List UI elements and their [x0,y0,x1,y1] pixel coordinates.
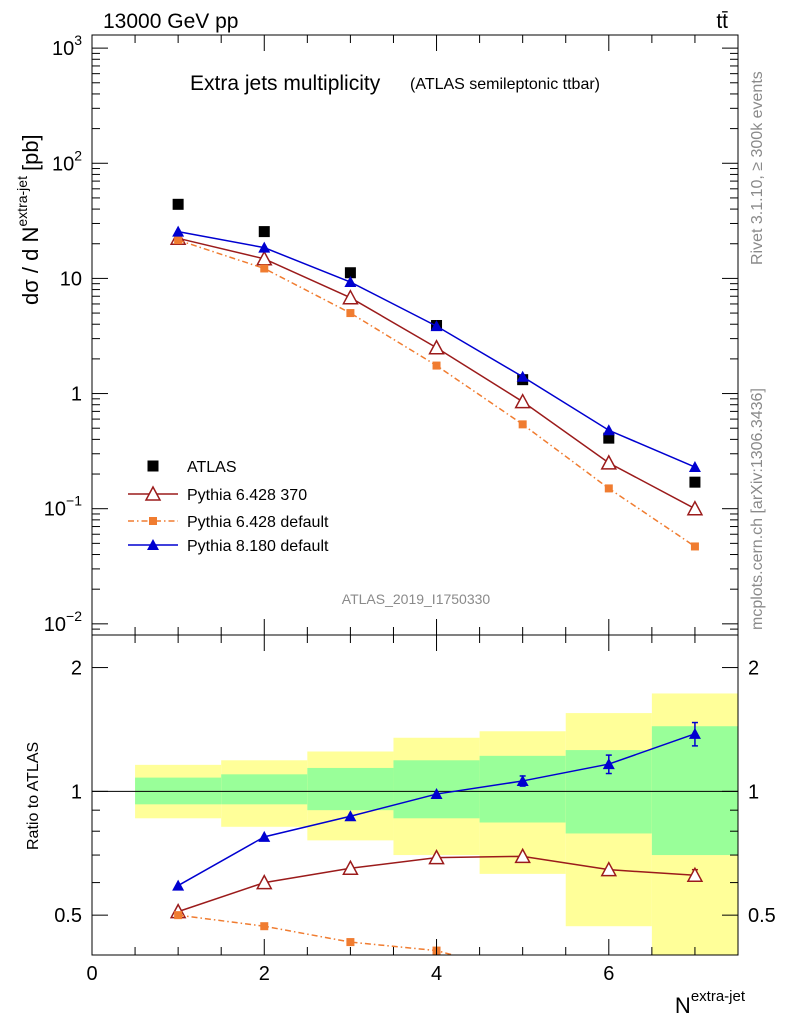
ratio-y-tick-label: 2 [71,658,82,680]
ratio-point [428,849,445,865]
series-1 [169,229,704,516]
ratio-point [342,859,359,876]
ratio-series-2 [172,721,701,891]
y-tick-label: 10−1 [44,493,82,521]
legend-marker [144,485,162,501]
xlabel-main: N [675,993,691,1018]
ratio-y-tick-label-right: 1 [748,781,759,803]
series-3 [172,225,701,473]
ratio-point [346,938,355,947]
y-tick-label: 10 [60,268,82,290]
ratio-y-tick-label-right: 0.5 [748,905,776,927]
data-point [690,542,699,551]
ratio-point [256,874,273,890]
x-tick-label: 0 [86,963,97,985]
ratio-y-axis-label: Ratio to ATLAS [25,742,42,850]
ratio-point [686,866,704,883]
ratio-point [514,847,531,864]
bottom-panel: 0.5 0.5 1 1 2 2 0 2 4 6 Ratio to ATLAS Nextra-jet [25,634,776,1018]
ratio-y-tick-label: 1 [71,781,82,803]
series-line [177,237,696,510]
data-point [689,476,701,488]
data-point [688,461,701,473]
legend: ATLAS Pythia 6.428 370 Pythia 6.428 defaul… [128,459,329,555]
data-point [258,241,271,253]
svg-text:Nextra-jet: Nextra-jet [675,988,746,1018]
legend-marker [149,517,157,525]
legend-label: Pythia 8.180 default [187,538,329,555]
ratio-point [172,879,185,891]
legend-label: Pythia 6.428 default [187,514,329,531]
legend-label: ATLAS [187,459,237,476]
xlabel-sup: extra-jet [691,988,746,1005]
bottom-frame [91,634,739,956]
data-point [518,420,527,429]
data-point [172,198,184,210]
top-y-axis-label: dσ / d Nextra-jet [pb] [14,134,43,305]
series-2 [174,236,699,551]
ratio-point [688,727,701,739]
data-point [172,225,185,237]
ratio-point [602,758,615,770]
legend-label: Pythia 6.428 370 [187,487,307,504]
stat-uncertainty-band [479,755,566,823]
svg-text:dσ / d Nextra-jet[pb]: dσ / d Nextra-jet [pb] [14,134,43,305]
ratio-y-tick-label: 0.5 [54,905,82,927]
ratio-point [430,788,443,800]
energy-label: 13000 GeV pp [103,10,238,33]
ratio-y-tick-label-right: 2 [748,658,759,680]
y-tick-label: 103 [52,32,82,60]
stat-uncertainty-band [651,726,738,856]
x-tick-label: 4 [431,963,442,985]
chart-subtitle: (ATLAS semileptonic ttbar) [410,76,600,93]
data-point [174,236,183,245]
data-point [600,454,618,470]
data-point [514,393,531,409]
stat-uncertainty-band [307,767,394,811]
ratio-point [516,774,529,786]
chart-title: Extra jets multiplicity [190,72,381,95]
ratio-point [344,810,357,822]
top-panel: Extra jets multiplicity (ATLAS semilepto… [14,32,739,636]
ratio-point [258,830,271,842]
mcplots-text: mcplots.cern.ch [arXiv:1306.3436] [749,388,766,630]
data-point [686,500,704,516]
ratio-point [605,1002,613,1010]
ylabel-unit: [pb] [18,134,43,171]
data-point [258,226,270,238]
data-point [602,424,615,436]
data-point [603,432,615,444]
data-point [604,484,613,493]
data-point [516,370,529,382]
data-point [260,264,269,273]
data-point [346,309,355,318]
ratio-point [600,861,618,877]
ylabel-sup: extra-jet [14,176,30,227]
data-point [430,320,443,332]
y-tick-label: 10−2 [44,608,82,636]
ylabel-main: dσ / d N [18,227,43,305]
ratio-series-0 [169,847,704,919]
y-tick-label: 102 [52,147,82,175]
data-point [344,267,356,279]
stat-uncertainty-band [221,774,308,805]
legend-marker [147,539,159,550]
y-tick-label: 1 [71,384,82,406]
x-axis-label: Nextra-jet [675,988,746,1018]
analysis-watermark: ATLAS_2019_I1750330 [342,591,491,607]
process-label: tt̄ [716,10,728,33]
data-point [342,289,359,305]
data-point [344,276,357,288]
ratio-point [519,970,527,978]
x-tick-label: 6 [603,963,614,985]
rivet-version-text: Rivet 3.1.10, ≥ 300k events [749,71,766,265]
data-point [428,339,445,355]
data-point [432,361,441,370]
ratio-point [260,922,269,931]
ratio-point [174,911,183,920]
x-tick-label: 2 [259,963,270,985]
legend-marker [147,460,159,472]
